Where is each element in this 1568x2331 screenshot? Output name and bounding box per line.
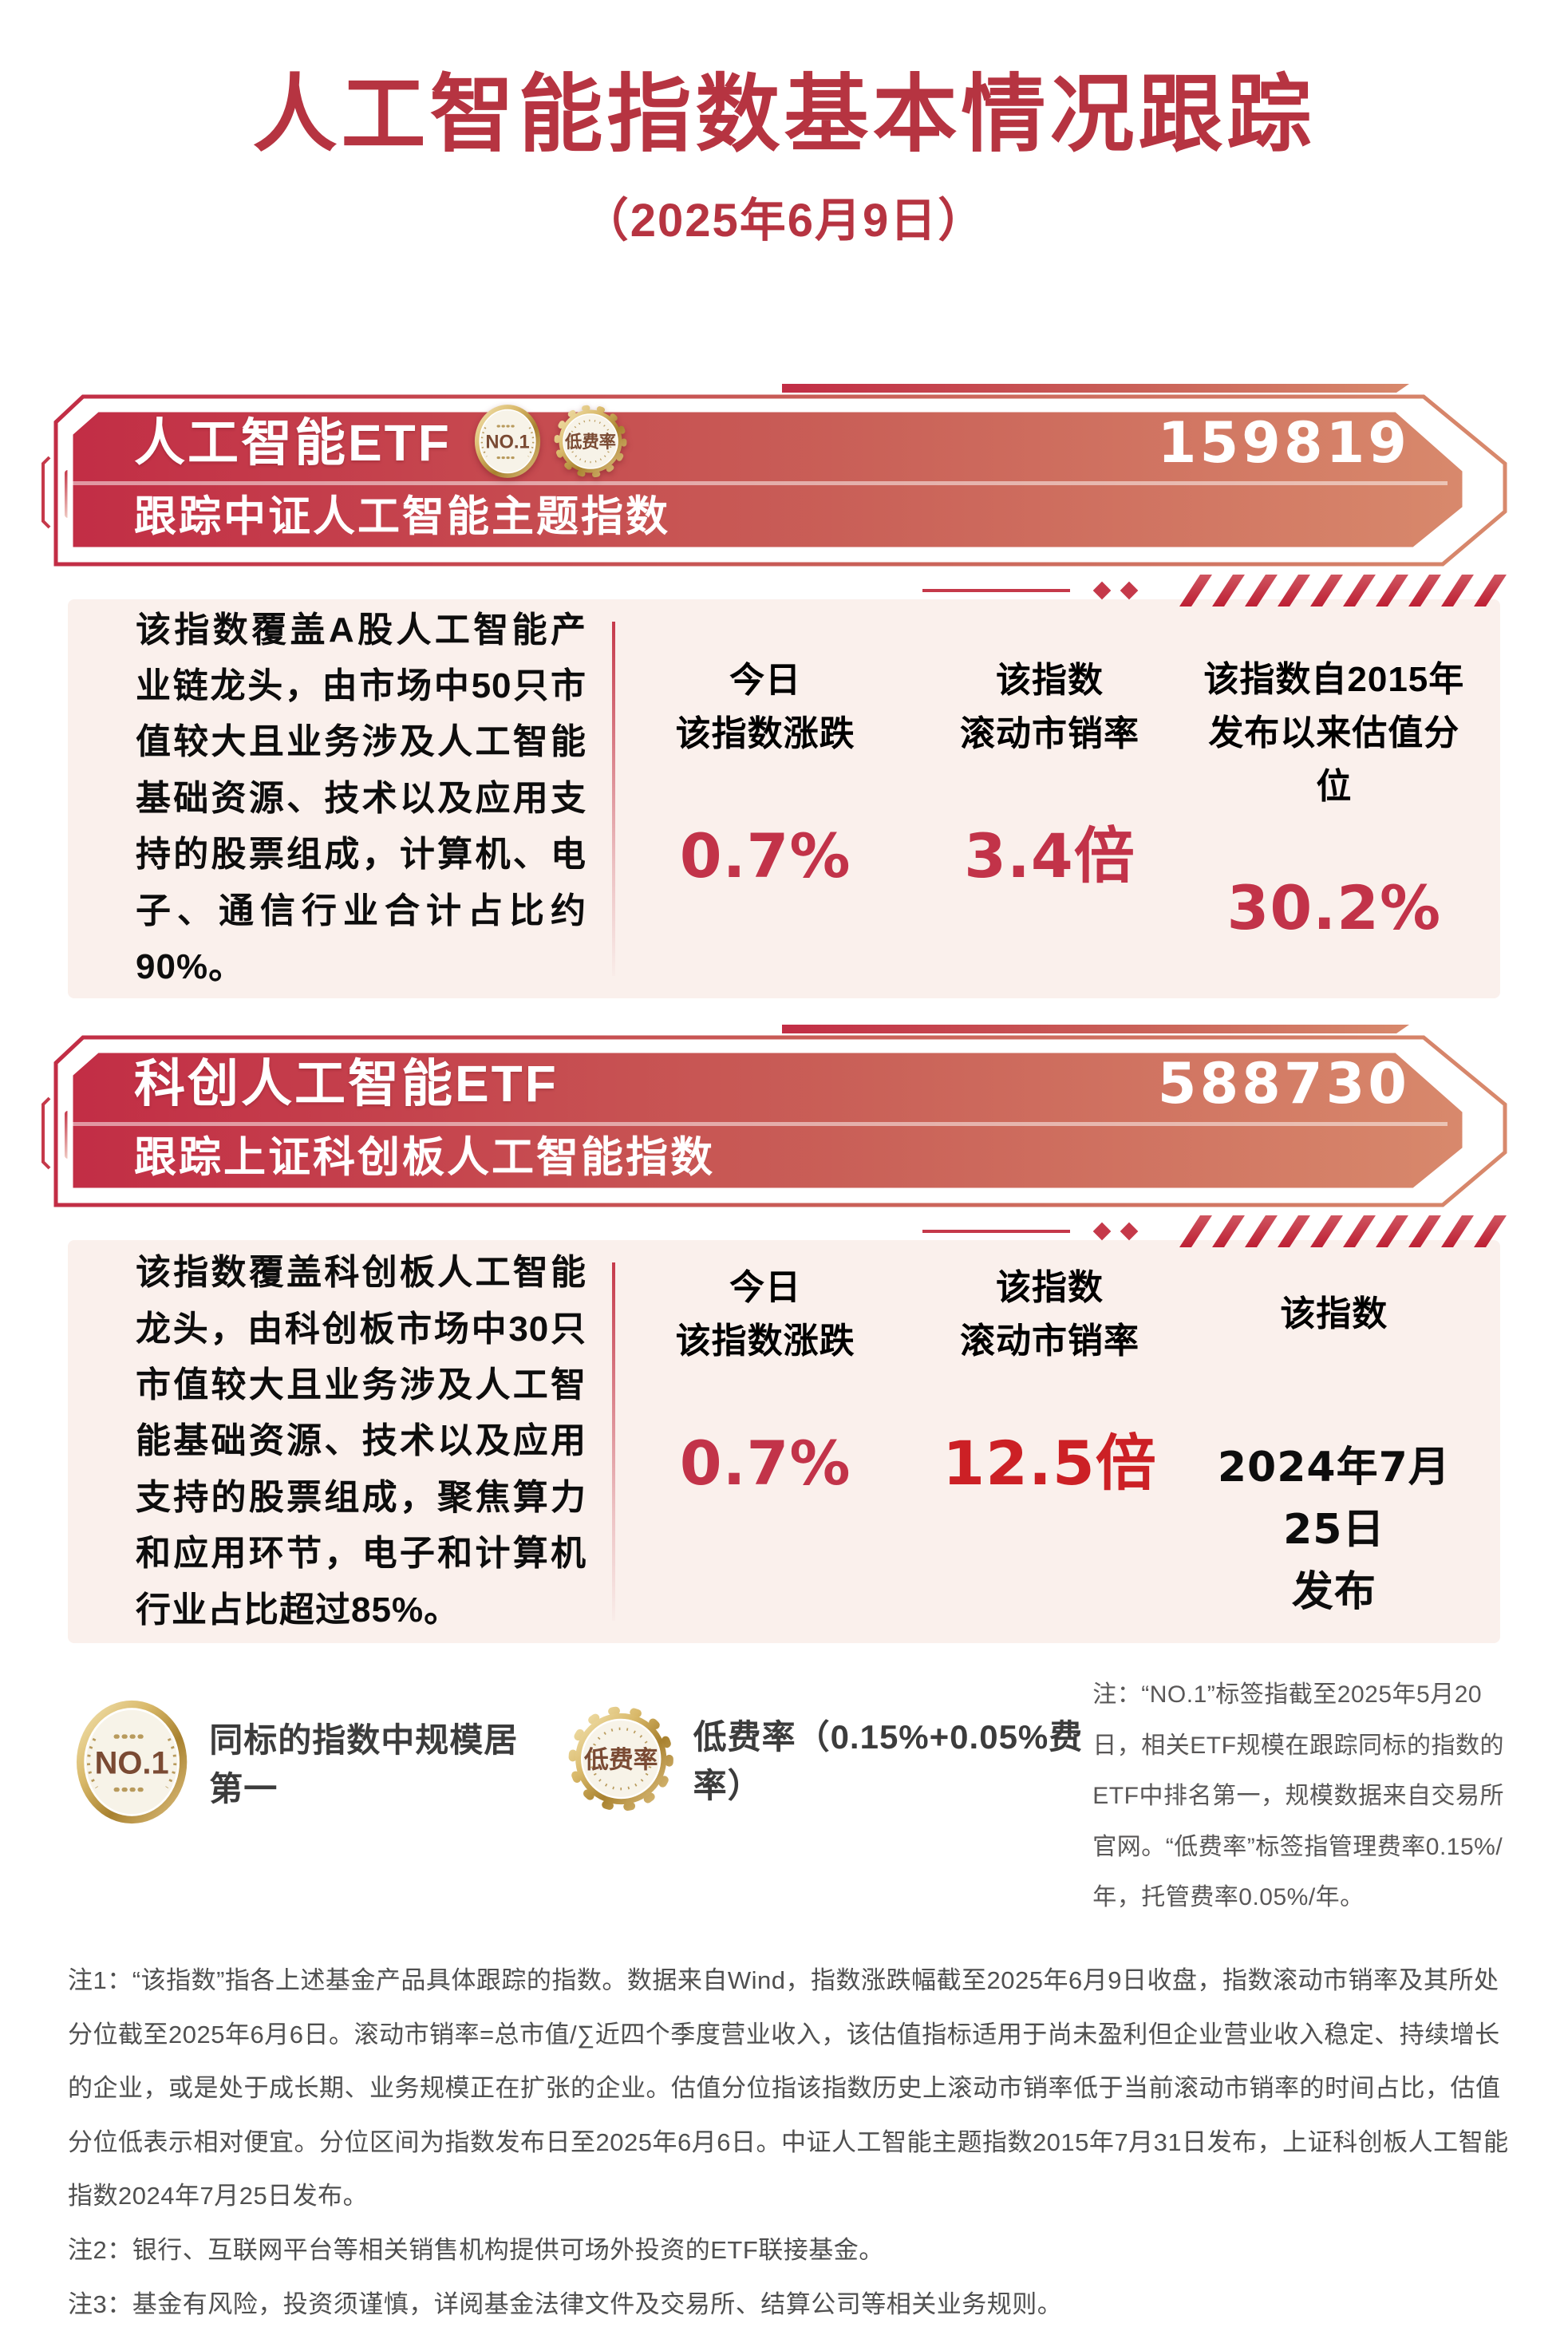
legend-lowfee-text: 低费率（0.15%+0.05%费率） — [693, 1718, 1084, 1805]
stat-ps-ratio: 该指数 滚动市销率 3.4倍 — [959, 661, 1139, 892]
info-panel-159819: 该指数覆盖A股人工智能产业链龙头，由市场中50只市值较大且业务涉及人工智能基础资… — [68, 599, 1500, 999]
badge-legend: NO.1 同标的指数中规模居第一 低费率 低费率（0.15%+0.05%费率） … — [73, 1669, 1520, 1923]
footnote-3: 注3：基金有风险，投资须谨慎，详阅基金法律文件及交易所、结算公司等相关业务规则。 — [68, 2290, 1063, 2318]
stat-daily-change: 今日 该指数涨跌 0.7% — [675, 1267, 855, 1499]
page-title: 人工智能指数基本情况跟踪 — [252, 68, 1316, 162]
footnote-2: 注2：银行、互联网平台等相关销售机构提供可场外投资的ETF联接基金。 — [68, 2235, 884, 2264]
etf-card-159819: 人工智能ETF NO.1 低费率 159819 跟踪中证人工智能主题指数 — [40, 384, 1540, 607]
index-description: 该指数覆盖科创板人工智能龙头，由科创板市场中30只市值较大且业务涉及人工智能基础… — [136, 1253, 587, 1630]
index-description: 该指数覆盖A股人工智能产业链龙头，由市场中50只市值较大且业务涉及人工智能基础资… — [136, 610, 587, 987]
stat-launch-date: 该指数 2024年7月25日 发布 — [1192, 1261, 1476, 1623]
stats-row: 今日 该指数涨跌 0.7% 该指数 滚动市销率 12.5倍 该指数 2024年7月2… — [615, 1261, 1500, 1623]
banner-frame-decoration — [41, 384, 1507, 567]
legend-lowfee: 低费率 低费率（0.15%+0.05%费率） — [568, 1693, 1092, 1824]
info-panel-588730: 该指数覆盖科创板人工智能龙头，由科创板市场中30只市值较大且业务涉及人工智能基础… — [68, 1240, 1500, 1644]
slash-marks — [1169, 575, 1507, 607]
stat-value: 0.7% — [679, 1427, 851, 1499]
svg-text:低费率: 低费率 — [583, 1745, 658, 1773]
stat-value: 0.7% — [679, 820, 851, 892]
stat-value: 12.5倍 — [942, 1427, 1157, 1499]
low-fee-badge-icon: 低费率 — [554, 405, 627, 478]
stat-value: 2024年7月25日 发布 — [1217, 1443, 1451, 1616]
no1-badge-icon: NO.1 — [76, 1700, 188, 1824]
stat-valuation-percentile: 该指数自2015年 发布以来估值分位 30.2% — [1203, 660, 1465, 943]
etf-name: 人工智能ETF — [134, 414, 452, 472]
banner-subtitle-row: 跟踪中证人工智能主题指数 — [134, 484, 1301, 548]
etf-name: 科创人工智能ETF — [134, 1055, 559, 1113]
divider-line — [922, 1230, 1070, 1234]
etf-code: 159819 — [1157, 410, 1410, 476]
banner-underline-decoration — [922, 574, 1507, 607]
svg-text:NO.1: NO.1 — [485, 433, 529, 453]
banner-title-row: 人工智能ETF NO.1 低费率 159819 — [134, 405, 1448, 481]
etf-card-588730: 科创人工智能ETF 588730 跟踪上证科创板人工智能指数 — [40, 1025, 1540, 1248]
diamond-icon — [1092, 581, 1112, 600]
banner-title-row: 科创人工智能ETF 588730 — [134, 1045, 1448, 1122]
stat-value: 30.2% — [1226, 871, 1442, 943]
page-date: （2025年6月9日） — [582, 195, 986, 247]
etf-subtitle: 跟踪上证科创板人工智能指数 — [134, 1133, 715, 1181]
legend-side-note: 注：“NO.1”标签指截至2025年5月20日，相关ETF规模在跟踪同标的指数的… — [1092, 1681, 1504, 1911]
diamond-icon — [1120, 581, 1139, 600]
footnote-1: 注1：“该指数”指各上述基金产品具体跟踪的指数。数据来自Wind，指数涨跌幅截至… — [68, 1966, 1509, 2210]
etf-code: 588730 — [1157, 1051, 1410, 1117]
vertical-divider — [612, 1262, 615, 1622]
svg-text:NO.1: NO.1 — [95, 1746, 169, 1781]
stats-row: 今日 该指数涨跌 0.7% 该指数 滚动市销率 3.4倍 该指数自2015年 发布以来… — [615, 654, 1500, 944]
banner-underline-decoration — [922, 1215, 1507, 1248]
legend-no1-text: 同标的指数中规模居第一 — [209, 1721, 519, 1808]
low-fee-badge-icon: 低费率 — [568, 1706, 673, 1811]
banner-subtitle-row: 跟踪上证科创板人工智能指数 — [134, 1125, 1301, 1189]
diamond-icon — [1120, 1222, 1139, 1241]
banner-badges: NO.1 低费率 — [472, 402, 627, 480]
legend-no1: NO.1 同标的指数中规模居第一 — [73, 1687, 538, 1837]
etf-subtitle: 跟踪中证人工智能主题指数 — [134, 492, 670, 540]
vertical-divider — [612, 622, 615, 977]
stat-daily-change: 今日 该指数涨跌 0.7% — [675, 661, 855, 892]
stat-value: 3.4倍 — [964, 820, 1136, 892]
stat-ps-ratio: 该指数 滚动市销率 12.5倍 — [942, 1267, 1157, 1499]
footnotes: 注1：“该指数”指各上述基金产品具体跟踪的指数。数据来自Wind，指数涨跌幅截至… — [68, 1954, 1512, 2331]
divider-line — [922, 589, 1070, 593]
no1-badge-icon: NO.1 — [474, 405, 540, 478]
svg-text:低费率: 低费率 — [564, 432, 616, 452]
banner-frame-decoration — [41, 1025, 1507, 1207]
slash-marks — [1169, 1215, 1507, 1248]
diamond-icon — [1092, 1222, 1112, 1241]
